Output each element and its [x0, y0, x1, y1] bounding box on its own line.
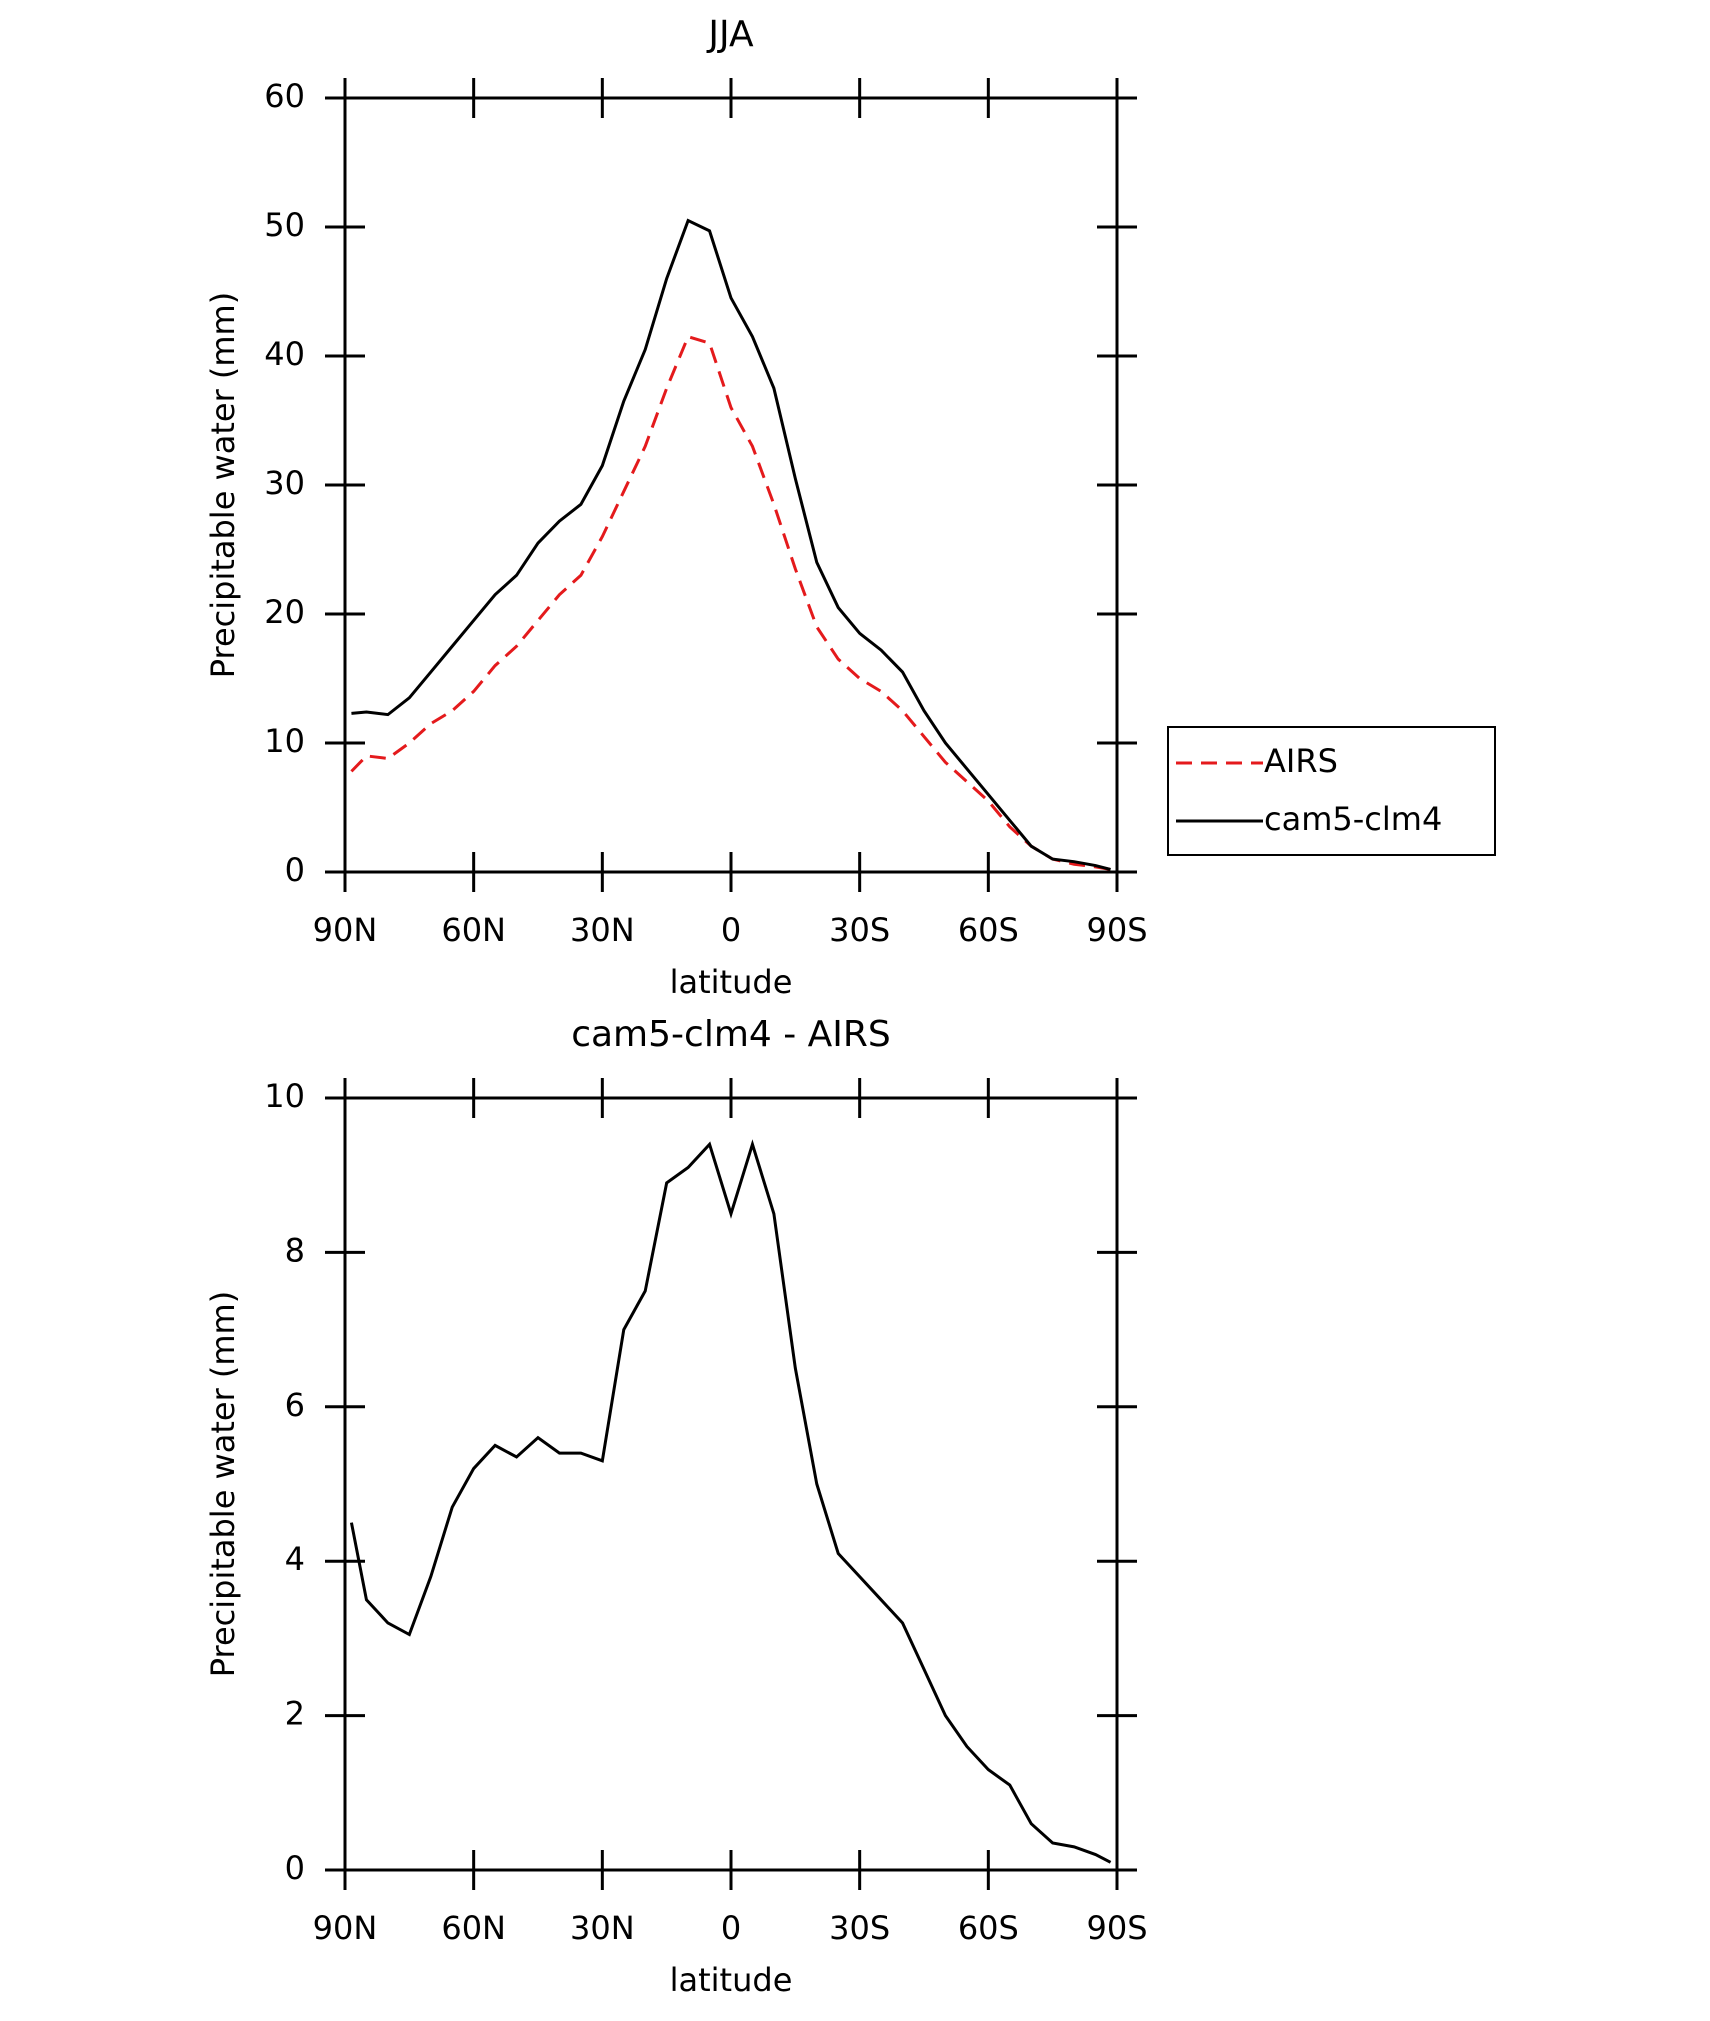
x-axis-label: latitude: [670, 1961, 793, 1999]
y-tick-label: 20: [264, 593, 305, 631]
chart-title: cam5-clm4 - AIRS: [571, 1014, 891, 1055]
plot-frame: [343, 1096, 1119, 1872]
x-tick-label: 30N: [570, 911, 635, 949]
y-tick-label: 10: [264, 722, 305, 760]
y-tick-label: 8: [285, 1231, 305, 1269]
x-tick-label: 90S: [1086, 1909, 1147, 1947]
y-tick-label: 10: [264, 1077, 305, 1115]
x-tick-label: 60N: [441, 911, 506, 949]
y-tick-label: 50: [264, 206, 305, 244]
y-tick-label: 40: [264, 335, 305, 373]
x-tick-label: 60S: [958, 911, 1019, 949]
legend-label: AIRS: [1264, 742, 1338, 780]
x-tick-label: 30S: [829, 911, 890, 949]
series-line: [350, 334, 1111, 871]
y-axis-label: Precipitable water (mm): [204, 1291, 242, 1677]
x-tick-label: 0: [721, 1909, 741, 1947]
x-tick-label: 90S: [1086, 911, 1147, 949]
x-tick-label: 90N: [313, 1909, 378, 1947]
chart-title: JJA: [706, 14, 754, 55]
y-tick-label: 6: [285, 1386, 305, 1424]
legend-box: [1167, 726, 1496, 856]
plot-frame: [343, 96, 1119, 874]
y-tick-label: 0: [285, 1849, 305, 1887]
x-tick-label: 60N: [441, 1909, 506, 1947]
x-tick-label: 90N: [313, 911, 378, 949]
y-axis-label: Precipitable water (mm): [204, 292, 242, 678]
x-tick-label: 0: [721, 911, 741, 949]
x-tick-label: 30N: [570, 1909, 635, 1947]
y-tick-label: 4: [285, 1540, 305, 1578]
y-tick-label: 30: [264, 464, 305, 502]
x-axis-label: latitude: [670, 963, 793, 1001]
y-tick-label: 0: [285, 851, 305, 889]
series-line: [351, 218, 1111, 871]
series-line: [349, 1139, 1112, 1864]
x-tick-label: 60S: [958, 1909, 1019, 1947]
legend-label: cam5-clm4: [1264, 800, 1442, 838]
y-tick-label: 60: [264, 77, 305, 115]
y-tick-label: 2: [285, 1695, 305, 1733]
x-tick-label: 30S: [829, 1909, 890, 1947]
